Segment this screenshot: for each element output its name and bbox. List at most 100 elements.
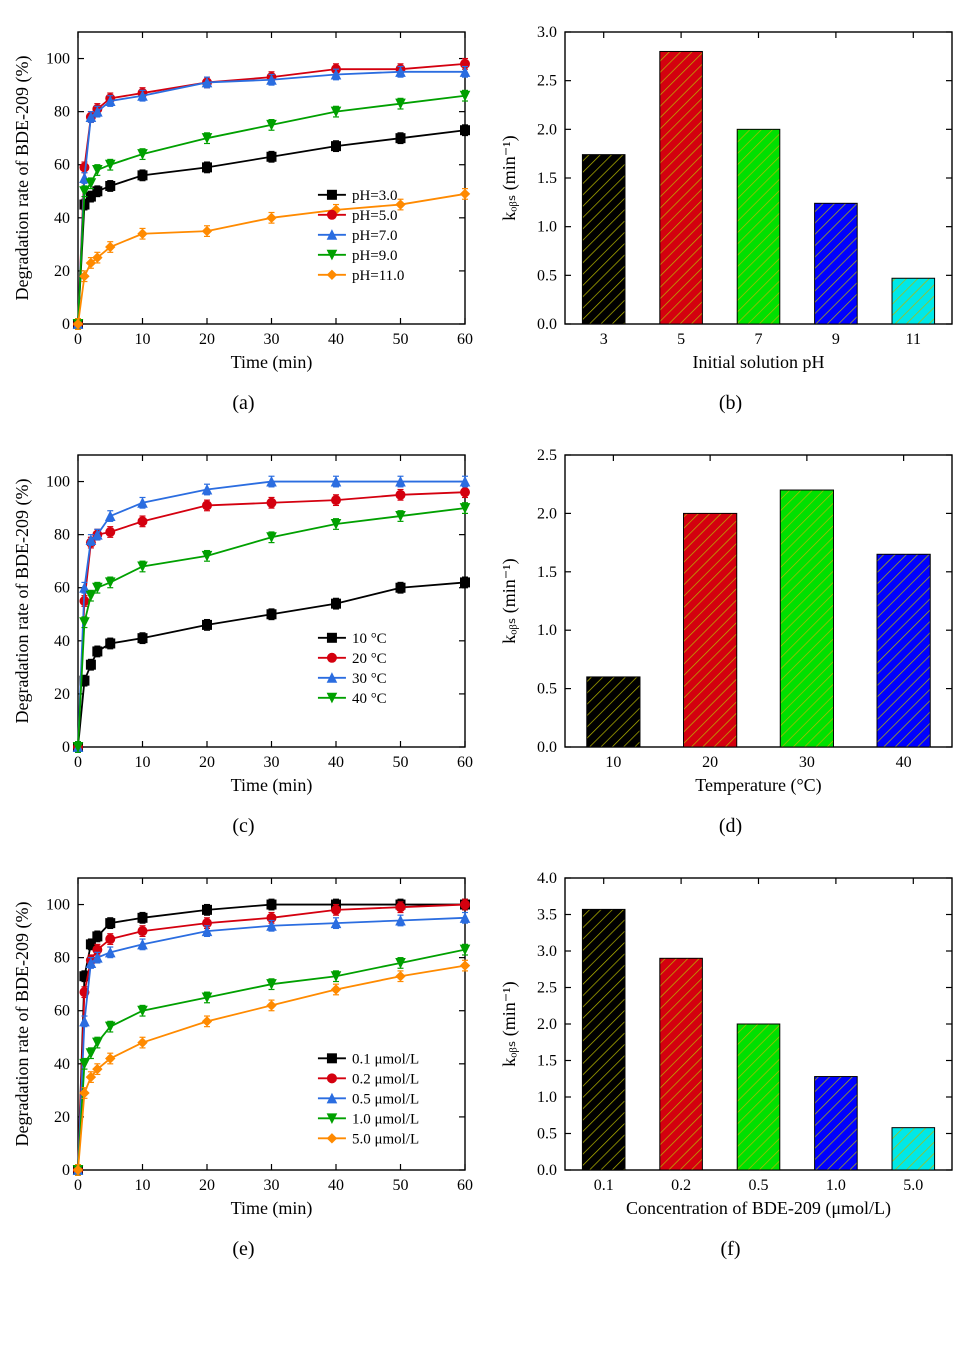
svg-text:2.5: 2.5	[537, 980, 557, 997]
svg-text:30 °C: 30 °C	[352, 671, 387, 687]
svg-text:50: 50	[393, 1177, 409, 1194]
panel-d: 0.00.51.01.52.02.510203040Temperature (°…	[497, 443, 964, 803]
svg-text:1.5: 1.5	[537, 1053, 557, 1070]
svg-text:0: 0	[62, 316, 70, 333]
svg-text:Time (min): Time (min)	[231, 1198, 313, 1219]
svg-text:0.5: 0.5	[537, 1126, 557, 1143]
svg-text:kₒᵦₛ (min⁻¹): kₒᵦₛ (min⁻¹)	[499, 558, 520, 643]
svg-text:pH=3.0: pH=3.0	[352, 188, 398, 204]
svg-text:100: 100	[46, 474, 70, 491]
svg-text:60: 60	[54, 157, 70, 174]
caption-d: (d)	[497, 809, 964, 860]
svg-text:0.0: 0.0	[537, 316, 557, 333]
panel-a: 0102030405060020406080100Time (min)Degra…	[10, 20, 477, 380]
svg-text:0.1 μmol/L: 0.1 μmol/L	[352, 1051, 419, 1067]
svg-text:40: 40	[54, 633, 70, 650]
svg-text:Concentration of BDE-209 (μmol: Concentration of BDE-209 (μmol/L)	[626, 1198, 891, 1219]
svg-text:60: 60	[457, 754, 473, 771]
svg-text:40: 40	[328, 754, 344, 771]
svg-text:2.0: 2.0	[537, 121, 557, 138]
svg-text:30: 30	[799, 754, 815, 771]
svg-text:kₒᵦₛ (min⁻¹): kₒᵦₛ (min⁻¹)	[499, 135, 520, 220]
svg-text:60: 60	[457, 331, 473, 348]
svg-text:7: 7	[755, 331, 763, 348]
svg-text:Time (min): Time (min)	[231, 352, 313, 373]
svg-text:20 °C: 20 °C	[352, 651, 387, 667]
svg-text:40: 40	[896, 754, 912, 771]
svg-text:pH=9.0: pH=9.0	[352, 248, 398, 264]
svg-text:2.5: 2.5	[537, 73, 557, 90]
svg-text:9: 9	[832, 331, 840, 348]
svg-text:10: 10	[135, 1177, 151, 1194]
svg-text:30: 30	[264, 1177, 280, 1194]
figure-grid: 0102030405060020406080100Time (min)Degra…	[10, 20, 964, 1283]
svg-text:Initial solution pH: Initial solution pH	[693, 352, 825, 372]
panel-f: 0.0 0.5 1.0 1.5 2.0 2.5 3.0 3.5 4.0 0.1 0.2 0.5 1.0 5…	[497, 866, 964, 1226]
svg-text:3: 3	[600, 331, 608, 348]
svg-text:0.5: 0.5	[537, 681, 557, 698]
svg-text:1.0: 1.0	[537, 622, 557, 639]
svg-text:10: 10	[135, 754, 151, 771]
svg-text:60: 60	[54, 580, 70, 597]
svg-text:20: 20	[199, 331, 215, 348]
svg-text:0.2: 0.2	[671, 1177, 691, 1194]
svg-text:0.0: 0.0	[537, 739, 557, 756]
panel-c: 0102030405060020406080100Time (min)Degra…	[10, 443, 477, 803]
svg-text:60: 60	[457, 1177, 473, 1194]
svg-text:20: 20	[199, 754, 215, 771]
svg-text:30: 30	[264, 754, 280, 771]
svg-text:20: 20	[199, 1177, 215, 1194]
svg-text:0.5: 0.5	[537, 267, 557, 284]
svg-text:3.5: 3.5	[537, 907, 557, 924]
svg-text:11: 11	[906, 331, 921, 348]
svg-text:Time (min): Time (min)	[231, 775, 313, 796]
svg-text:50: 50	[393, 754, 409, 771]
svg-text:1.0: 1.0	[826, 1177, 846, 1194]
svg-text:Degradation rate of BDE-209 (%: Degradation rate of BDE-209 (%)	[12, 902, 33, 1147]
svg-text:3.0: 3.0	[537, 943, 557, 960]
svg-text:30: 30	[264, 331, 280, 348]
svg-text:pH=7.0: pH=7.0	[352, 228, 398, 244]
svg-text:pH=5.0: pH=5.0	[352, 208, 398, 224]
svg-text:1.5: 1.5	[537, 170, 557, 187]
caption-a: (a)	[10, 386, 477, 437]
svg-text:kₒᵦₛ (min⁻¹): kₒᵦₛ (min⁻¹)	[499, 981, 520, 1066]
svg-text:2.5: 2.5	[537, 447, 557, 464]
svg-text:1.0: 1.0	[537, 1089, 557, 1106]
svg-text:1.5: 1.5	[537, 564, 557, 581]
svg-text:5: 5	[677, 331, 685, 348]
svg-text:100: 100	[46, 897, 70, 914]
svg-text:0: 0	[74, 1177, 82, 1194]
svg-text:2.0: 2.0	[537, 1016, 557, 1033]
svg-text:1.0 μmol/L: 1.0 μmol/L	[352, 1111, 419, 1127]
svg-text:10 °C: 10 °C	[352, 631, 387, 647]
svg-text:50: 50	[393, 331, 409, 348]
svg-text:20: 20	[54, 686, 70, 703]
svg-text:4.0: 4.0	[537, 870, 557, 887]
caption-b: (b)	[497, 386, 964, 437]
svg-text:5.0: 5.0	[903, 1177, 923, 1194]
svg-text:0.1: 0.1	[594, 1177, 614, 1194]
panel-b: 0.00.51.01.52.02.53.0357911Initial solut…	[497, 20, 964, 380]
svg-text:pH=11.0: pH=11.0	[352, 268, 405, 284]
svg-text:0.5: 0.5	[749, 1177, 769, 1194]
caption-f: (f)	[497, 1232, 964, 1283]
svg-text:0.0: 0.0	[537, 1162, 557, 1179]
svg-text:5.0 μmol/L: 5.0 μmol/L	[352, 1131, 419, 1147]
svg-text:40: 40	[54, 210, 70, 227]
svg-text:20: 20	[54, 1109, 70, 1126]
svg-text:40: 40	[328, 1177, 344, 1194]
svg-text:0.5 μmol/L: 0.5 μmol/L	[352, 1091, 419, 1107]
svg-text:20: 20	[54, 263, 70, 280]
svg-text:60: 60	[54, 1003, 70, 1020]
svg-text:100: 100	[46, 51, 70, 68]
svg-text:80: 80	[54, 104, 70, 121]
svg-text:0: 0	[74, 754, 82, 771]
svg-text:0: 0	[74, 331, 82, 348]
svg-text:40: 40	[328, 331, 344, 348]
svg-text:0: 0	[62, 1162, 70, 1179]
svg-text:3.0: 3.0	[537, 24, 557, 41]
svg-text:40: 40	[54, 1056, 70, 1073]
caption-e: (e)	[10, 1232, 477, 1283]
svg-text:80: 80	[54, 527, 70, 544]
